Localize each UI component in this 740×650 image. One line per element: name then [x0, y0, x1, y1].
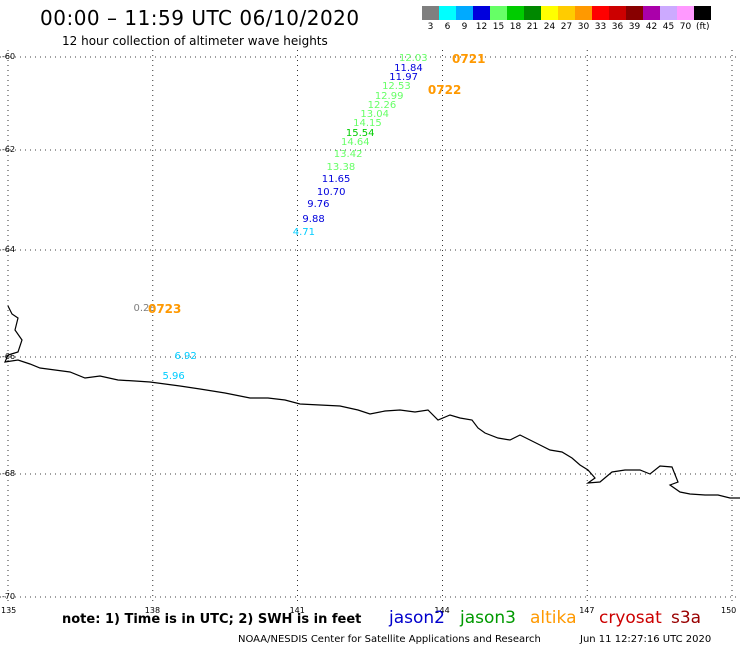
wave-height-label: 4.71 — [292, 226, 316, 238]
scale-label: 3 — [427, 22, 434, 32]
scale-swatch — [439, 6, 456, 20]
scale-swatch — [660, 6, 677, 20]
wave-height-label: 12.26 — [367, 99, 397, 111]
scale-swatch — [507, 6, 524, 20]
y-tick-label: -68 — [2, 469, 16, 478]
credit-text: NOAA/NESDIS Center for Satellite Applica… — [238, 634, 541, 645]
scale-swatch — [473, 6, 490, 20]
satellite-jason2-label: jason2 — [389, 608, 445, 628]
wave-height-label: 0.28 — [133, 302, 156, 314]
wave-height-label: 11.97 — [389, 71, 418, 83]
scale-label: 18 — [509, 22, 522, 32]
scale-swatch — [626, 6, 643, 20]
x-tick-label: 135 — [1, 606, 17, 615]
scale-swatch — [456, 6, 473, 20]
y-tick-label: -70 — [2, 592, 16, 601]
scale-swatch — [422, 6, 439, 20]
wave-height-label: 12.99 — [374, 90, 404, 102]
wave-height-label: 13.38 — [326, 161, 356, 173]
scale-label: 39 — [628, 22, 641, 32]
scale-unit: (ft) — [696, 22, 710, 32]
timestamp-text: Jun 11 12:27:16 UTC 2020 — [580, 634, 712, 645]
scale-label: 42 — [645, 22, 658, 32]
scale-label: 45 — [662, 22, 675, 32]
satellite-cryosat-label: cryosat — [599, 608, 662, 628]
scale-label: 36 — [611, 22, 624, 32]
wave-height-label: 12.53 — [382, 81, 411, 93]
x-tick-label: 147 — [579, 606, 595, 615]
y-tick-label: -62 — [2, 145, 16, 154]
pass-time-label: 0721 — [452, 52, 486, 67]
antarctic-coastline — [4, 305, 740, 499]
scale-swatch — [609, 6, 626, 20]
wave-height-label: 11.65 — [321, 174, 351, 185]
x-tick-label: 141 — [289, 606, 305, 615]
wave-height-label: 14.15 — [353, 118, 382, 130]
scale-swatch — [694, 6, 711, 20]
y-tick-label: -60 — [2, 52, 16, 61]
x-tick-label: 150 — [721, 606, 737, 615]
satellite-jason3-label: jason3 — [460, 608, 516, 628]
scale-label: 21 — [526, 22, 539, 32]
wave-height-label: 11.84 — [394, 62, 423, 74]
scale-swatch — [524, 6, 541, 20]
wave-height-label: 15.54 — [345, 127, 375, 139]
pass-time-label: 0723 — [147, 301, 182, 316]
scale-swatch — [677, 6, 694, 20]
satellite-altika-label: altika — [530, 608, 577, 628]
wave-height-label: 9.76 — [307, 199, 330, 210]
scale-label: 6 — [444, 22, 451, 32]
scale-label: 27 — [560, 22, 573, 32]
satellite-s3a-label: s3a — [671, 608, 702, 628]
wave-height-label: 14.64 — [341, 137, 370, 149]
wave-height-label: 6.92 — [174, 351, 197, 362]
wave-height-label: 10.70 — [316, 186, 346, 198]
pass-time-label: 0722 — [427, 82, 462, 97]
wave-height-label: 5.96 — [162, 371, 185, 383]
scale-label: 15 — [492, 22, 505, 32]
scale-label: 30 — [577, 22, 590, 32]
graticule — [0, 50, 740, 605]
x-tick-label: 138 — [144, 606, 161, 615]
x-tick-label: 144 — [434, 606, 450, 615]
wave-height-label: 9.88 — [302, 214, 325, 225]
note-text: note: 1) Time is in UTC; 2) SWH is in fe… — [62, 612, 362, 627]
scale-label: 70 — [679, 22, 692, 32]
scale-label: 12 — [475, 22, 488, 32]
y-tick-label: -64 — [2, 245, 16, 254]
chart-subtitle: 12 hour collection of altimeter wave hei… — [62, 34, 328, 48]
scale-swatch — [541, 6, 558, 20]
wave-height-label: 13.42 — [333, 149, 363, 160]
scale-swatch — [643, 6, 660, 20]
scale-swatch — [575, 6, 592, 20]
y-tick-label: -66 — [2, 352, 16, 361]
scale-label: 33 — [594, 22, 607, 32]
wave-height-label: 13.04 — [360, 109, 389, 121]
wave-height-label: 12.03 — [398, 53, 428, 65]
scale-swatch — [558, 6, 575, 20]
scale-swatch — [490, 6, 507, 20]
scale-label: 24 — [543, 22, 556, 32]
chart-title: 00:00 – 11:59 UTC 06/10/2020 — [40, 6, 360, 30]
scale-label: 9 — [461, 22, 468, 32]
scale-swatch — [592, 6, 609, 20]
